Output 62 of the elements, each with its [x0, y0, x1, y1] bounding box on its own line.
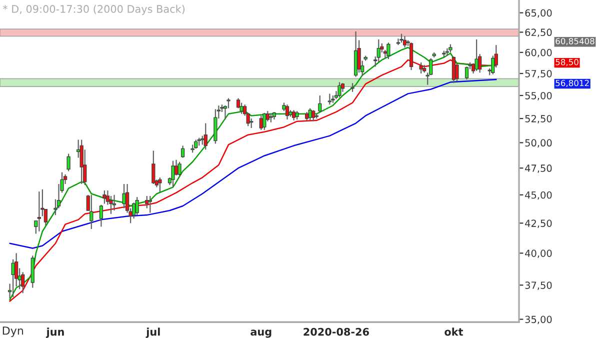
candlestick [204, 122, 208, 150]
candlestick [474, 38, 478, 72]
candlestick [262, 112, 266, 131]
candlestick [409, 42, 414, 71]
candlestick [158, 176, 162, 194]
candlestick [386, 42, 390, 60]
y-tick-label: 45,00 [525, 191, 552, 200]
text: 60,85408 [556, 38, 594, 46]
candlestick [21, 272, 25, 294]
candlestick [37, 191, 41, 232]
candlestick [402, 36, 407, 48]
x-tick-label: jun [46, 328, 64, 338]
candlestick [80, 139, 84, 185]
candlestick [54, 198, 58, 216]
x-tick-label: jul [146, 328, 160, 338]
y-tick-label: 47,50 [525, 164, 552, 173]
candlestick [419, 62, 423, 74]
candlestick [99, 204, 104, 228]
line-series [9, 78, 497, 249]
candlestick [122, 183, 126, 209]
candlestick [376, 38, 380, 63]
candlestick [152, 150, 156, 185]
candlestick [135, 196, 139, 216]
y-tick-label: 52,50 [525, 115, 552, 124]
candlestick [145, 195, 149, 209]
candlestick [338, 82, 342, 98]
y-tick-label: 37,50 [525, 282, 552, 290]
x-tick-label: aug [250, 330, 272, 338]
candlestick [312, 110, 316, 122]
candlestick [66, 153, 70, 172]
text: 58,50 [556, 58, 578, 66]
y-tick-label: 55,00 [525, 92, 552, 100]
candlestick [90, 194, 94, 230]
x-tick-label: 2020-08-26 [304, 328, 369, 336]
y-tick-label: 60,00 [525, 48, 552, 58]
y-tick-label: 40,00 [525, 250, 552, 258]
chart-title: * D, 09:00-17:30 (2000 Days Back) [2, 4, 185, 15]
candlestick [285, 104, 290, 120]
candlestick [240, 102, 244, 114]
x-tick-label: okt [444, 328, 464, 336]
y-tick-label: 62,50 [525, 28, 552, 38]
candlestick [292, 110, 296, 121]
candlestick [250, 118, 254, 129]
text: 56,8012 [556, 80, 589, 88]
candlestick [226, 98, 230, 109]
text: Dyn [2, 326, 24, 337]
candlestick [464, 66, 469, 80]
candlestick [178, 161, 182, 178]
candlestick [180, 145, 185, 158]
candlestick [328, 93, 332, 106]
candlestick [396, 38, 400, 46]
candlestick [171, 160, 175, 188]
candlestick [102, 190, 106, 204]
y-tick-label: 42,50 [525, 220, 552, 228]
y-tick-label: 35,00 [525, 316, 552, 324]
y-tick-label: 57,50 [525, 70, 552, 78]
candlestick [11, 258, 15, 298]
candlestick [318, 94, 322, 113]
y-tick-label: 65,00 [525, 9, 552, 18]
candlestick [148, 195, 152, 214]
candlestick [214, 108, 218, 144]
y-tick-label: 50,00 [525, 139, 552, 148]
